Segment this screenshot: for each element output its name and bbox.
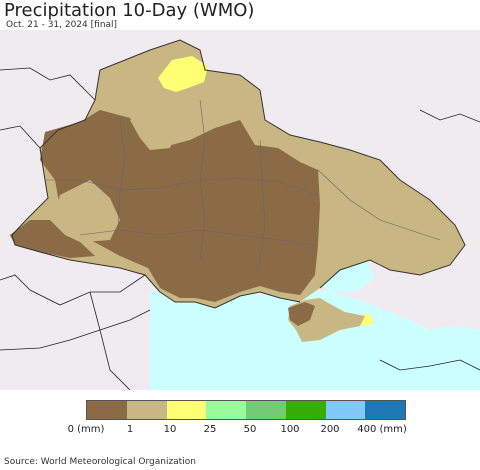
legend-swatch-1	[126, 401, 167, 419]
legend-tick-label: 25	[203, 424, 217, 435]
country-border	[99, 39, 466, 289]
source-note: Source: World Meteorological Organizatio…	[4, 457, 196, 467]
legend-tick-label: 0 (mm)	[67, 424, 105, 435]
legend-swatch-0	[87, 401, 127, 419]
region-dry-central	[40, 110, 320, 302]
legend-tick-label: 1	[126, 424, 134, 435]
coastline	[159, 291, 301, 309]
legend-colorbar	[86, 400, 406, 420]
legend-tick-label: 10	[163, 424, 177, 435]
internal-boundaries	[45, 99, 441, 271]
region-light-patch-north	[130, 110, 180, 150]
sea-of-azov	[310, 258, 375, 292]
legend-tick-label: 200	[320, 424, 340, 435]
legend-tick-label: 100	[280, 424, 300, 435]
precipitation-map	[0, 30, 480, 390]
legend-swatch-5	[285, 401, 326, 419]
crimea-dry	[288, 302, 315, 326]
legend-tick-label: 400 (mm)	[357, 424, 407, 435]
legend-tick-label: 50	[243, 424, 257, 435]
map-subtitle: Oct. 21 - 31, 2024 [final]	[6, 20, 118, 30]
legend-swatch-3	[206, 401, 246, 419]
region-dry-west	[10, 220, 95, 258]
legend-swatch-4	[246, 401, 286, 419]
legend-swatch-6	[325, 401, 366, 419]
legend-swatch-7	[365, 401, 405, 419]
region-moderate-north	[158, 56, 208, 92]
legend-swatch-2	[166, 401, 207, 419]
southwest-border	[11, 69, 161, 293]
region-light-patch-west	[55, 180, 120, 242]
map-title: Precipitation 10-Day (WMO)	[4, 0, 255, 21]
legend-ticks: 0 (mm) 1 10 25 50 100 200 400 (mm)	[60, 424, 420, 438]
neighbor-borders	[0, 67, 480, 390]
